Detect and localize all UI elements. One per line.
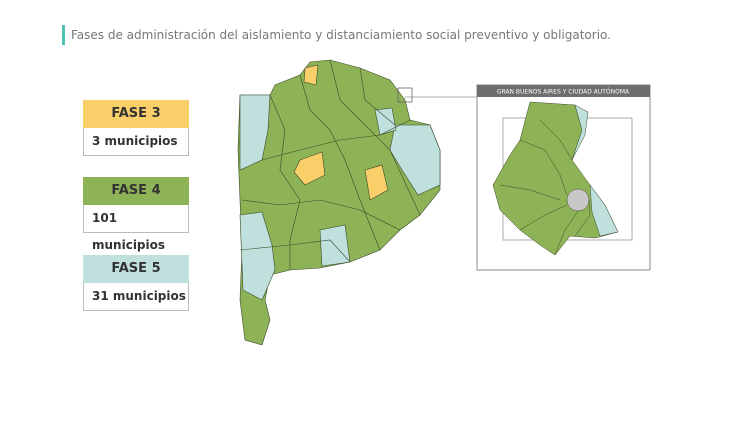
caba	[566, 188, 590, 212]
legend-phase: FASE 4	[83, 177, 189, 205]
inset-title: GRAN BUENOS AIRES Y CIUDAD AUTÓNOMA	[497, 89, 630, 96]
page-title: Fases de administración del aislamiento …	[62, 25, 611, 45]
legend-item: FASE 4 101 municipios	[83, 177, 189, 252]
legend-phase: FASE 5	[83, 255, 189, 283]
legend-count: 101 municipios	[83, 205, 189, 252]
phase3-region	[364, 164, 389, 201]
phase5-region	[239, 211, 276, 301]
zoom-area	[397, 87, 413, 103]
legend-item: FASE 3 3 municipios	[83, 100, 189, 156]
legend-count: 3 municipios	[83, 128, 189, 156]
district-borders	[239, 59, 421, 270]
gba-phase5	[571, 104, 589, 161]
legend-count: 31 municipios	[83, 283, 189, 311]
phase5-region	[239, 94, 271, 171]
phase3-region	[293, 151, 326, 186]
phase3-region	[303, 64, 319, 86]
inset-header	[477, 85, 650, 97]
phase5-region	[374, 107, 397, 136]
inset-map	[492, 101, 619, 256]
province-map	[237, 59, 441, 346]
legend-phase: FASE 3	[83, 100, 189, 128]
gba-phase5	[589, 184, 619, 237]
legend-item: FASE 5 31 municipios	[83, 255, 189, 311]
gba-borders	[499, 119, 591, 256]
phase5-region	[389, 124, 441, 196]
